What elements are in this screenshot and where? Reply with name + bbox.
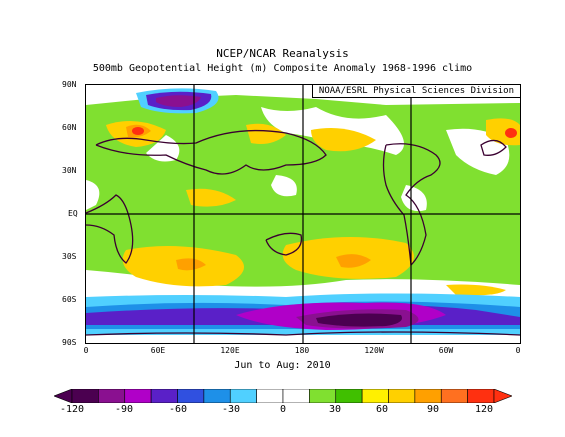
colorbar-swatch <box>124 389 152 403</box>
lat-tick-60n: 60N <box>62 123 77 132</box>
lon-tick-120w: 120W <box>364 346 384 355</box>
colorbar-swatch <box>335 389 363 403</box>
lat-tick-90n: 90N <box>62 80 77 89</box>
lon-tick-60e: 60E <box>150 346 166 355</box>
colorbar-arrow-low <box>54 389 73 403</box>
lon-tick-180: 180 <box>294 346 310 355</box>
peak-positive-areas <box>132 127 517 138</box>
colorbar-arrow-high <box>493 389 512 403</box>
colorbar-swatch <box>467 389 495 403</box>
colorbar-label: -120 <box>59 404 85 415</box>
colorbar-swatch <box>71 389 99 403</box>
colorbar-swatch <box>150 389 178 403</box>
lon-tick-0: 0 <box>83 346 89 355</box>
colorbar-label: -60 <box>168 404 188 415</box>
map-title: NCEP/NCAR Reanalysis <box>216 47 349 60</box>
lon-tick-60w: 60W <box>438 346 454 355</box>
colorbar-label: 60 <box>375 404 389 415</box>
lon-tick-120e: 120E <box>220 346 240 355</box>
coastlines <box>86 129 520 336</box>
colorbar-label: -30 <box>221 404 241 415</box>
colorbar-swatch <box>361 389 389 403</box>
colorbar-label: 0 <box>279 404 287 415</box>
anomaly-map: NOAA/ESRL Physical Sciences Division <box>85 84 521 344</box>
credit-label: NOAA/ESRL Physical Sciences Division <box>311 85 520 98</box>
anomaly-field <box>86 85 520 343</box>
colorbar-swatch <box>98 389 126 403</box>
colorbar-swatch <box>177 389 205 403</box>
map-subtitle: 500mb Geopotential Height (m) Composite … <box>92 63 473 74</box>
colorbar-swatch <box>256 389 284 403</box>
colorbar-label: 90 <box>426 404 440 415</box>
strong-positive-areas <box>126 124 371 271</box>
colorbar-swatch <box>388 389 416 403</box>
colorbar-swatch <box>229 389 257 403</box>
colorbar-swatch <box>440 389 468 403</box>
lat-tick-30s: 30S <box>62 252 77 261</box>
colorbar <box>54 389 512 403</box>
colorbar-label: -90 <box>114 404 134 415</box>
grid-lines <box>86 85 520 343</box>
colorbar-swatch <box>414 389 442 403</box>
colorbar-label: 30 <box>328 404 342 415</box>
lon-tick-0-end: 0 <box>515 346 521 355</box>
colorbar-label: 120 <box>474 404 494 415</box>
lat-tick-eq: EQ <box>68 209 78 218</box>
lat-tick-30n: 30N <box>62 166 77 175</box>
lat-tick-90s: 90S <box>62 338 77 347</box>
colorbar-swatch <box>282 389 310 403</box>
lat-tick-60s: 60S <box>62 295 77 304</box>
colorbar-swatch <box>203 389 231 403</box>
colorbar-swatch <box>309 389 337 403</box>
time-period-label: Jun to Aug: 2010 <box>234 360 331 371</box>
